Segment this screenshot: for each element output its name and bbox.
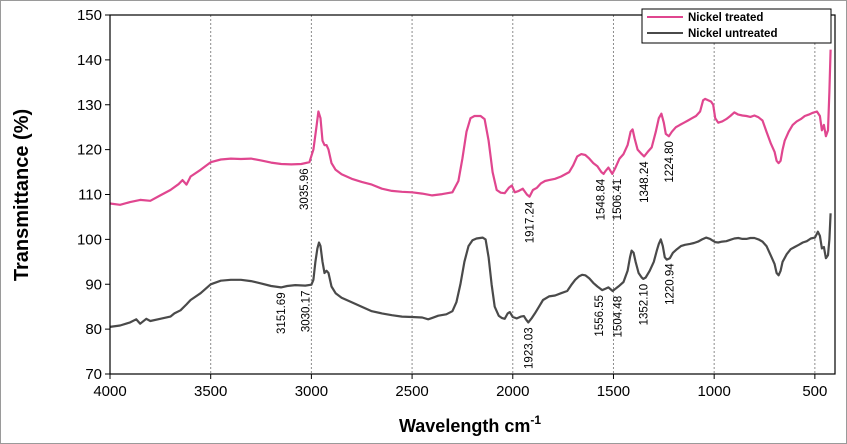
x-tick-label-500: 500 bbox=[802, 383, 827, 400]
x-tick-label-1500: 1500 bbox=[597, 383, 630, 400]
series-line-nickel-untreated bbox=[109, 213, 832, 328]
x-tick-label-3500: 3500 bbox=[194, 383, 227, 400]
legend-box bbox=[641, 8, 832, 44]
y-tick-label-120: 120 bbox=[77, 142, 102, 159]
peak-label-1220-94: 1220.94 bbox=[665, 263, 677, 305]
x-axis-title: Wavelength cm-1 bbox=[399, 413, 541, 436]
x-axis-title-main: Wavelength cm bbox=[399, 416, 530, 436]
peak-label-1352-10: 1352.10 bbox=[638, 284, 650, 326]
peak-label-1548-84: 1548.84 bbox=[596, 178, 608, 220]
peak-label-1923-03: 1923.03 bbox=[523, 327, 535, 369]
x-tick-label-3000: 3000 bbox=[295, 383, 328, 400]
y-axis-title: Transmittance (%) bbox=[11, 109, 33, 281]
series-layer bbox=[109, 49, 832, 328]
peak-label-1224-80: 1224.80 bbox=[664, 141, 676, 183]
y-tick-label-80: 80 bbox=[85, 321, 102, 338]
y-tick-label-100: 100 bbox=[77, 231, 102, 248]
peak-annotations: 3035.96 1917.24 1548.84 1506.41 1348.24 1224.… bbox=[276, 141, 677, 369]
y-tick-label-130: 130 bbox=[77, 97, 102, 114]
legend-label-nickel-treated: Nickel treated bbox=[688, 12, 763, 24]
peak-label-1504-48: 1504.48 bbox=[613, 296, 625, 338]
x-tick-label-2500: 2500 bbox=[395, 383, 428, 400]
peak-label-1556-55: 1556.55 bbox=[594, 295, 606, 337]
peak-label-1348-24: 1348.24 bbox=[639, 161, 651, 203]
y-tick-label-150: 150 bbox=[77, 7, 102, 24]
legend: Nickel treated Nickel untreated bbox=[641, 8, 832, 44]
x-axis-title-sup: -1 bbox=[530, 413, 541, 427]
y-tick-label-70: 70 bbox=[85, 366, 102, 383]
y-tick-label-140: 140 bbox=[77, 52, 102, 69]
peak-label-1917-24: 1917.24 bbox=[524, 201, 536, 243]
peak-label-3151-69: 3151.69 bbox=[276, 292, 288, 334]
y-tick-label-90: 90 bbox=[85, 276, 102, 293]
peak-label-3035-96: 3035.96 bbox=[299, 168, 311, 210]
x-tick-label-1000: 1000 bbox=[697, 383, 730, 400]
x-tick-label-2000: 2000 bbox=[496, 383, 529, 400]
y-tick-label-110: 110 bbox=[78, 187, 102, 204]
x-tick-label-4000: 4000 bbox=[93, 383, 126, 400]
axis-ticks: 4000 3500 3000 2500 2000 1500 1000 500 70 80 90 100… bbox=[77, 7, 827, 400]
legend-label-nickel-untreated: Nickel untreated bbox=[688, 28, 777, 40]
peak-label-1506-41: 1506.41 bbox=[612, 179, 624, 221]
series-line-nickel-treated bbox=[109, 49, 832, 206]
peak-label-3030-17: 3030.17 bbox=[300, 291, 312, 333]
